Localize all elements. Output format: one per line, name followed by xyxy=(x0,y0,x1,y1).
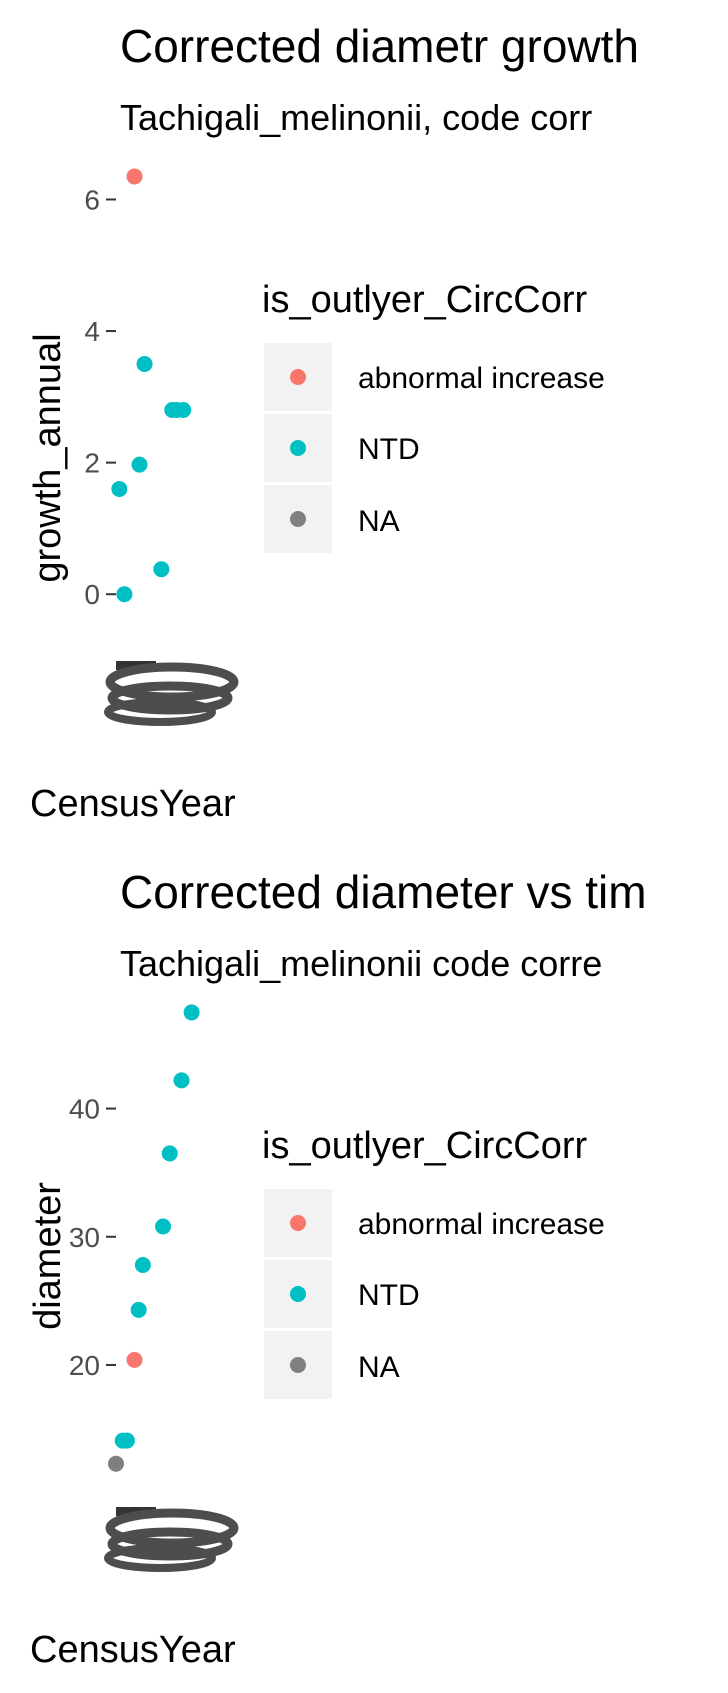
chart-title: Corrected diameter vs tim xyxy=(120,866,647,918)
data-point-ntd xyxy=(155,1218,172,1235)
legend-label-abnormal-increase: abnormal increase xyxy=(358,362,605,395)
y-axis-ticks: 20 30 40 xyxy=(69,1094,116,1381)
data-point-abnormal-increase xyxy=(126,1351,143,1368)
y-tick-label: 2 xyxy=(84,448,100,479)
y-tick-label: 0 xyxy=(84,579,100,610)
x-axis-title: CensusYear xyxy=(30,783,236,825)
diameter-chart: Corrected diameter vs tim Tachigali_meli… xyxy=(27,866,647,1671)
x-tick-labels-illegible xyxy=(104,1507,239,1572)
y-axis-title: growth_annual xyxy=(27,333,69,582)
y-tick-label: 30 xyxy=(69,1222,100,1253)
data-point-ntd xyxy=(116,586,133,603)
legend-title: is_outlyer_CircCorr xyxy=(262,279,588,321)
data-point-ntd xyxy=(134,1256,151,1273)
legend-label-abnormal-increase: abnormal increase xyxy=(358,1208,605,1241)
y-axis-title: diameter xyxy=(27,1182,69,1330)
growth-chart-panel: Corrected diametr growth Tachigali_melin… xyxy=(0,0,728,846)
y-tick-label: 4 xyxy=(84,316,100,347)
diameter-chart-panel: Corrected diameter vs tim Tachigali_meli… xyxy=(0,846,728,1692)
data-point-ntd xyxy=(183,1004,200,1021)
data-point-ntd xyxy=(153,561,170,578)
data-point-ntd xyxy=(175,402,192,418)
chart-subtitle: Tachigali_melinonii code corre xyxy=(120,943,602,984)
data-point-ntd xyxy=(130,1301,147,1318)
legend: is_outlyer_CircCorr abnormal increase NT… xyxy=(262,279,605,553)
y-tick-label: 20 xyxy=(69,1350,100,1381)
y-axis-ticks: 0 2 4 6 xyxy=(84,184,116,610)
legend-label-na: NA xyxy=(358,505,400,538)
legend-title: is_outlyer_CircCorr xyxy=(262,1125,588,1167)
data-points xyxy=(108,1004,200,1472)
data-points xyxy=(111,168,192,603)
x-axis-title: CensusYear xyxy=(30,1629,236,1671)
legend-key-na xyxy=(290,1357,306,1373)
data-point-ntd xyxy=(111,480,128,497)
legend-label-ntd: NTD xyxy=(358,1279,420,1312)
legend-key-abnormal-increase xyxy=(290,1215,306,1231)
y-tick-label: 6 xyxy=(84,184,100,215)
y-tick-label: 40 xyxy=(69,1094,100,1125)
legend-label-ntd: NTD xyxy=(358,433,420,466)
data-point-ntd xyxy=(161,1145,178,1162)
chart-subtitle: Tachigali_melinonii, code corr xyxy=(120,97,592,138)
growth-chart: Corrected diametr growth Tachigali_melin… xyxy=(27,20,639,825)
data-point-na xyxy=(108,1455,124,1472)
data-point-ntd xyxy=(173,1072,190,1089)
data-point-ntd xyxy=(118,1432,135,1449)
data-point-ntd xyxy=(131,456,148,473)
data-point-abnormal-increase xyxy=(126,168,143,185)
legend-key-abnormal-increase xyxy=(290,369,306,385)
data-point-ntd xyxy=(136,355,153,372)
chart-title: Corrected diametr growth xyxy=(120,20,639,72)
legend-key-ntd xyxy=(290,440,306,456)
x-tick-labels-illegible xyxy=(104,661,239,726)
legend-label-na: NA xyxy=(358,1351,400,1384)
legend-key-na xyxy=(290,511,306,527)
legend: is_outlyer_CircCorr abnormal increase NT… xyxy=(262,1125,605,1399)
legend-key-ntd xyxy=(290,1286,306,1302)
